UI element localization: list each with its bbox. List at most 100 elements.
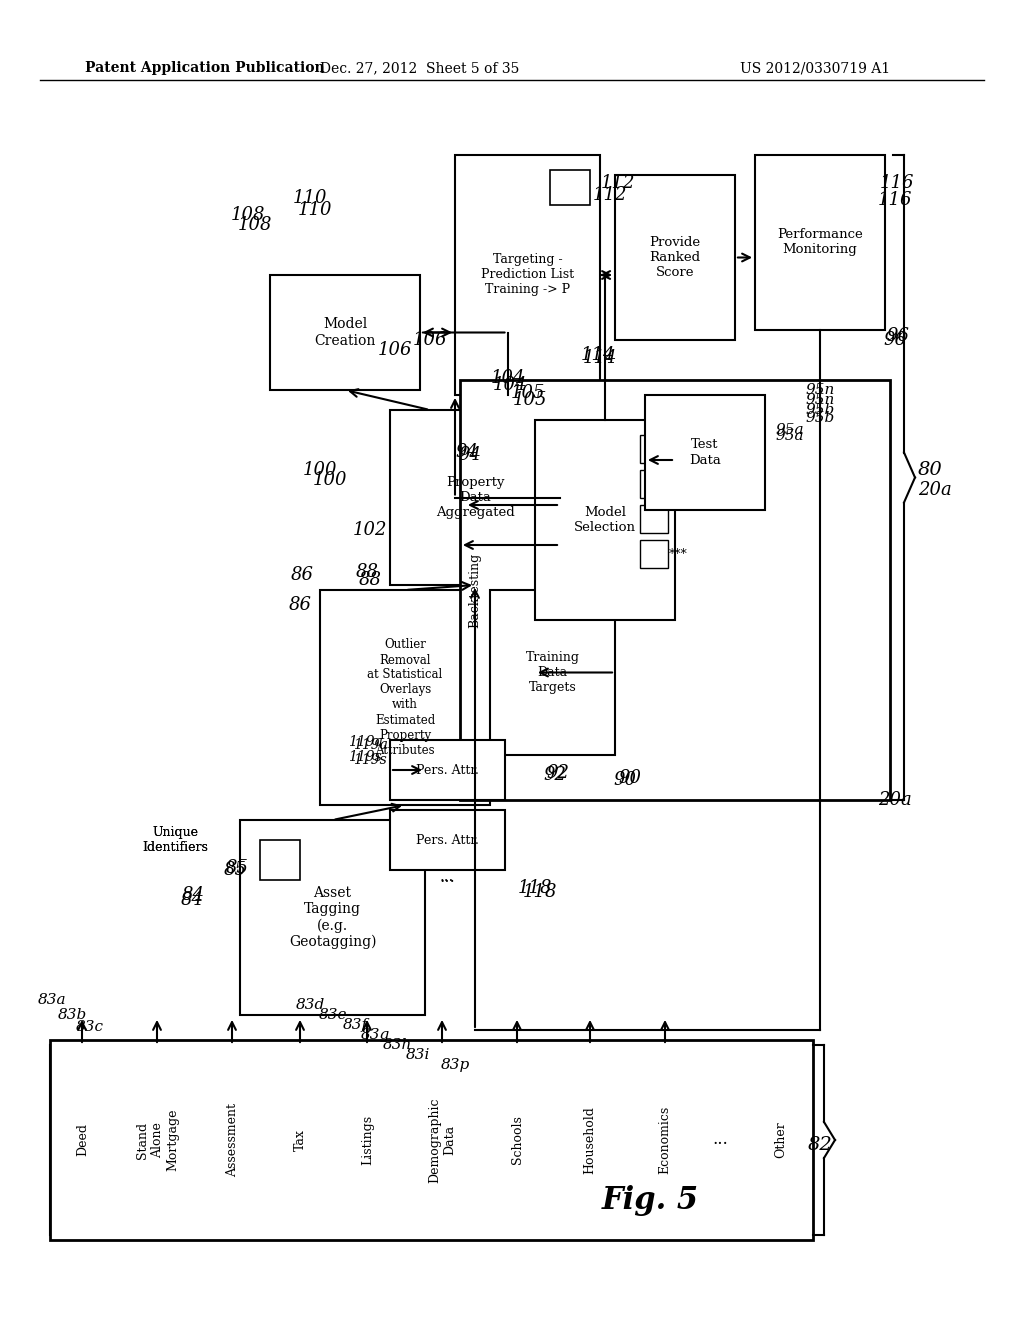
Bar (455, 154, 600, 395)
Bar (645, 395, 765, 510)
Text: ...: ... (712, 1131, 728, 1148)
Text: 114: 114 (581, 346, 615, 364)
Bar (555, 1045, 625, 1236)
Bar (270, 275, 420, 389)
Text: Property
Data
Aggregated: Property Data Aggregated (435, 477, 514, 519)
Text: 119a: 119a (352, 738, 387, 752)
Text: 83f: 83f (342, 1018, 368, 1032)
Text: Tax: Tax (294, 1129, 306, 1151)
Bar (240, 820, 425, 1015)
Bar (490, 590, 615, 755)
Text: 84: 84 (180, 891, 204, 909)
Text: 83e: 83e (318, 1008, 347, 1022)
Text: ...: ... (439, 869, 455, 886)
Text: 85: 85 (225, 859, 249, 876)
Text: 105: 105 (513, 391, 547, 409)
Bar (390, 741, 505, 800)
Text: 110: 110 (293, 189, 328, 207)
Text: 112: 112 (593, 186, 628, 205)
Text: Assessment: Assessment (226, 1104, 239, 1177)
Text: 83c: 83c (76, 1020, 104, 1034)
Text: Backtesting: Backtesting (469, 552, 481, 627)
Text: 114: 114 (583, 348, 617, 367)
Bar (748, 1045, 813, 1236)
Text: 118: 118 (518, 879, 552, 898)
Text: 83a: 83a (38, 993, 67, 1007)
Text: 119s: 119s (353, 752, 387, 767)
Text: 94: 94 (456, 444, 478, 461)
Text: ...: ... (713, 1133, 727, 1147)
Text: Training
Data
Targets: Training Data Targets (525, 651, 580, 694)
Bar (640, 470, 668, 498)
Text: 112: 112 (601, 174, 635, 191)
Text: 88: 88 (358, 572, 382, 589)
Bar (640, 506, 668, 533)
Text: ***: *** (669, 549, 687, 561)
Text: 100: 100 (312, 471, 347, 488)
Text: Provide
Ranked
Score: Provide Ranked Score (649, 236, 700, 279)
Text: Pers. Attr.: Pers. Attr. (416, 833, 479, 846)
Bar (406, 1045, 480, 1236)
Text: 92: 92 (544, 766, 566, 784)
Text: 84: 84 (181, 886, 205, 904)
Text: 119s: 119s (348, 750, 382, 764)
Text: 20a: 20a (919, 480, 952, 499)
Text: 104: 104 (490, 370, 525, 387)
Text: 116: 116 (880, 174, 914, 191)
Bar (260, 840, 300, 880)
Bar (460, 380, 890, 800)
Bar (615, 176, 735, 341)
Bar (50, 1045, 115, 1236)
Bar (319, 590, 490, 805)
Text: 105: 105 (511, 384, 545, 403)
Text: Targeting -
Prediction List
Training -> P: Targeting - Prediction List Training -> … (481, 253, 574, 297)
Bar (390, 810, 505, 870)
Text: Dec. 27, 2012  Sheet 5 of 35: Dec. 27, 2012 Sheet 5 of 35 (321, 61, 520, 75)
Text: Household: Household (584, 1106, 597, 1173)
Bar (200, 1045, 265, 1236)
Bar (270, 1045, 330, 1236)
Text: Model
Creation: Model Creation (314, 317, 376, 347)
Text: 95n: 95n (805, 383, 835, 397)
Text: 108: 108 (230, 206, 265, 224)
Text: 95n: 95n (805, 393, 835, 407)
Text: 118: 118 (522, 883, 557, 902)
Text: Unique
Identifiers: Unique Identifiers (142, 826, 208, 854)
Text: 116: 116 (878, 191, 912, 209)
Text: Fig. 5: Fig. 5 (601, 1184, 698, 1216)
Text: 95b: 95b (805, 403, 835, 417)
Bar (50, 1040, 813, 1239)
Text: Other: Other (774, 1122, 787, 1159)
Text: 83h: 83h (382, 1038, 412, 1052)
Text: 80: 80 (918, 461, 942, 479)
Text: Pers. Attr.: Pers. Attr. (416, 763, 479, 776)
Text: 83i: 83i (406, 1048, 430, 1063)
Text: 106: 106 (413, 331, 447, 348)
Text: 83d: 83d (295, 998, 325, 1012)
Text: 106: 106 (378, 341, 413, 359)
Text: 20a: 20a (879, 791, 912, 809)
Text: 83p: 83p (440, 1059, 470, 1072)
Bar (120, 1045, 195, 1236)
Text: 96: 96 (884, 331, 906, 348)
Text: 95a: 95a (776, 422, 804, 437)
Text: 83b: 83b (57, 1008, 87, 1022)
Text: 95a: 95a (776, 429, 804, 444)
Text: Outlier
Removal
at Statistical
Overlays
with
Estimated
Property
Attributes: Outlier Removal at Statistical Overlays … (368, 639, 442, 756)
Text: Deed: Deed (76, 1123, 89, 1156)
Text: 94: 94 (459, 446, 481, 465)
Text: Demographic
Data: Demographic Data (428, 1097, 457, 1183)
Text: Unique
Identifiers: Unique Identifiers (142, 826, 208, 854)
Text: 104: 104 (493, 376, 527, 393)
Text: 83g: 83g (360, 1028, 389, 1041)
Text: 88: 88 (355, 564, 379, 581)
Bar (640, 436, 668, 463)
Bar (335, 1045, 400, 1236)
Text: Test
Data: Test Data (689, 438, 721, 466)
Text: 90: 90 (613, 771, 637, 789)
Bar (390, 411, 560, 585)
Text: 96: 96 (887, 327, 909, 345)
Text: Performance
Monitoring: Performance Monitoring (777, 228, 863, 256)
Text: 86: 86 (291, 566, 313, 583)
Bar (535, 420, 675, 620)
